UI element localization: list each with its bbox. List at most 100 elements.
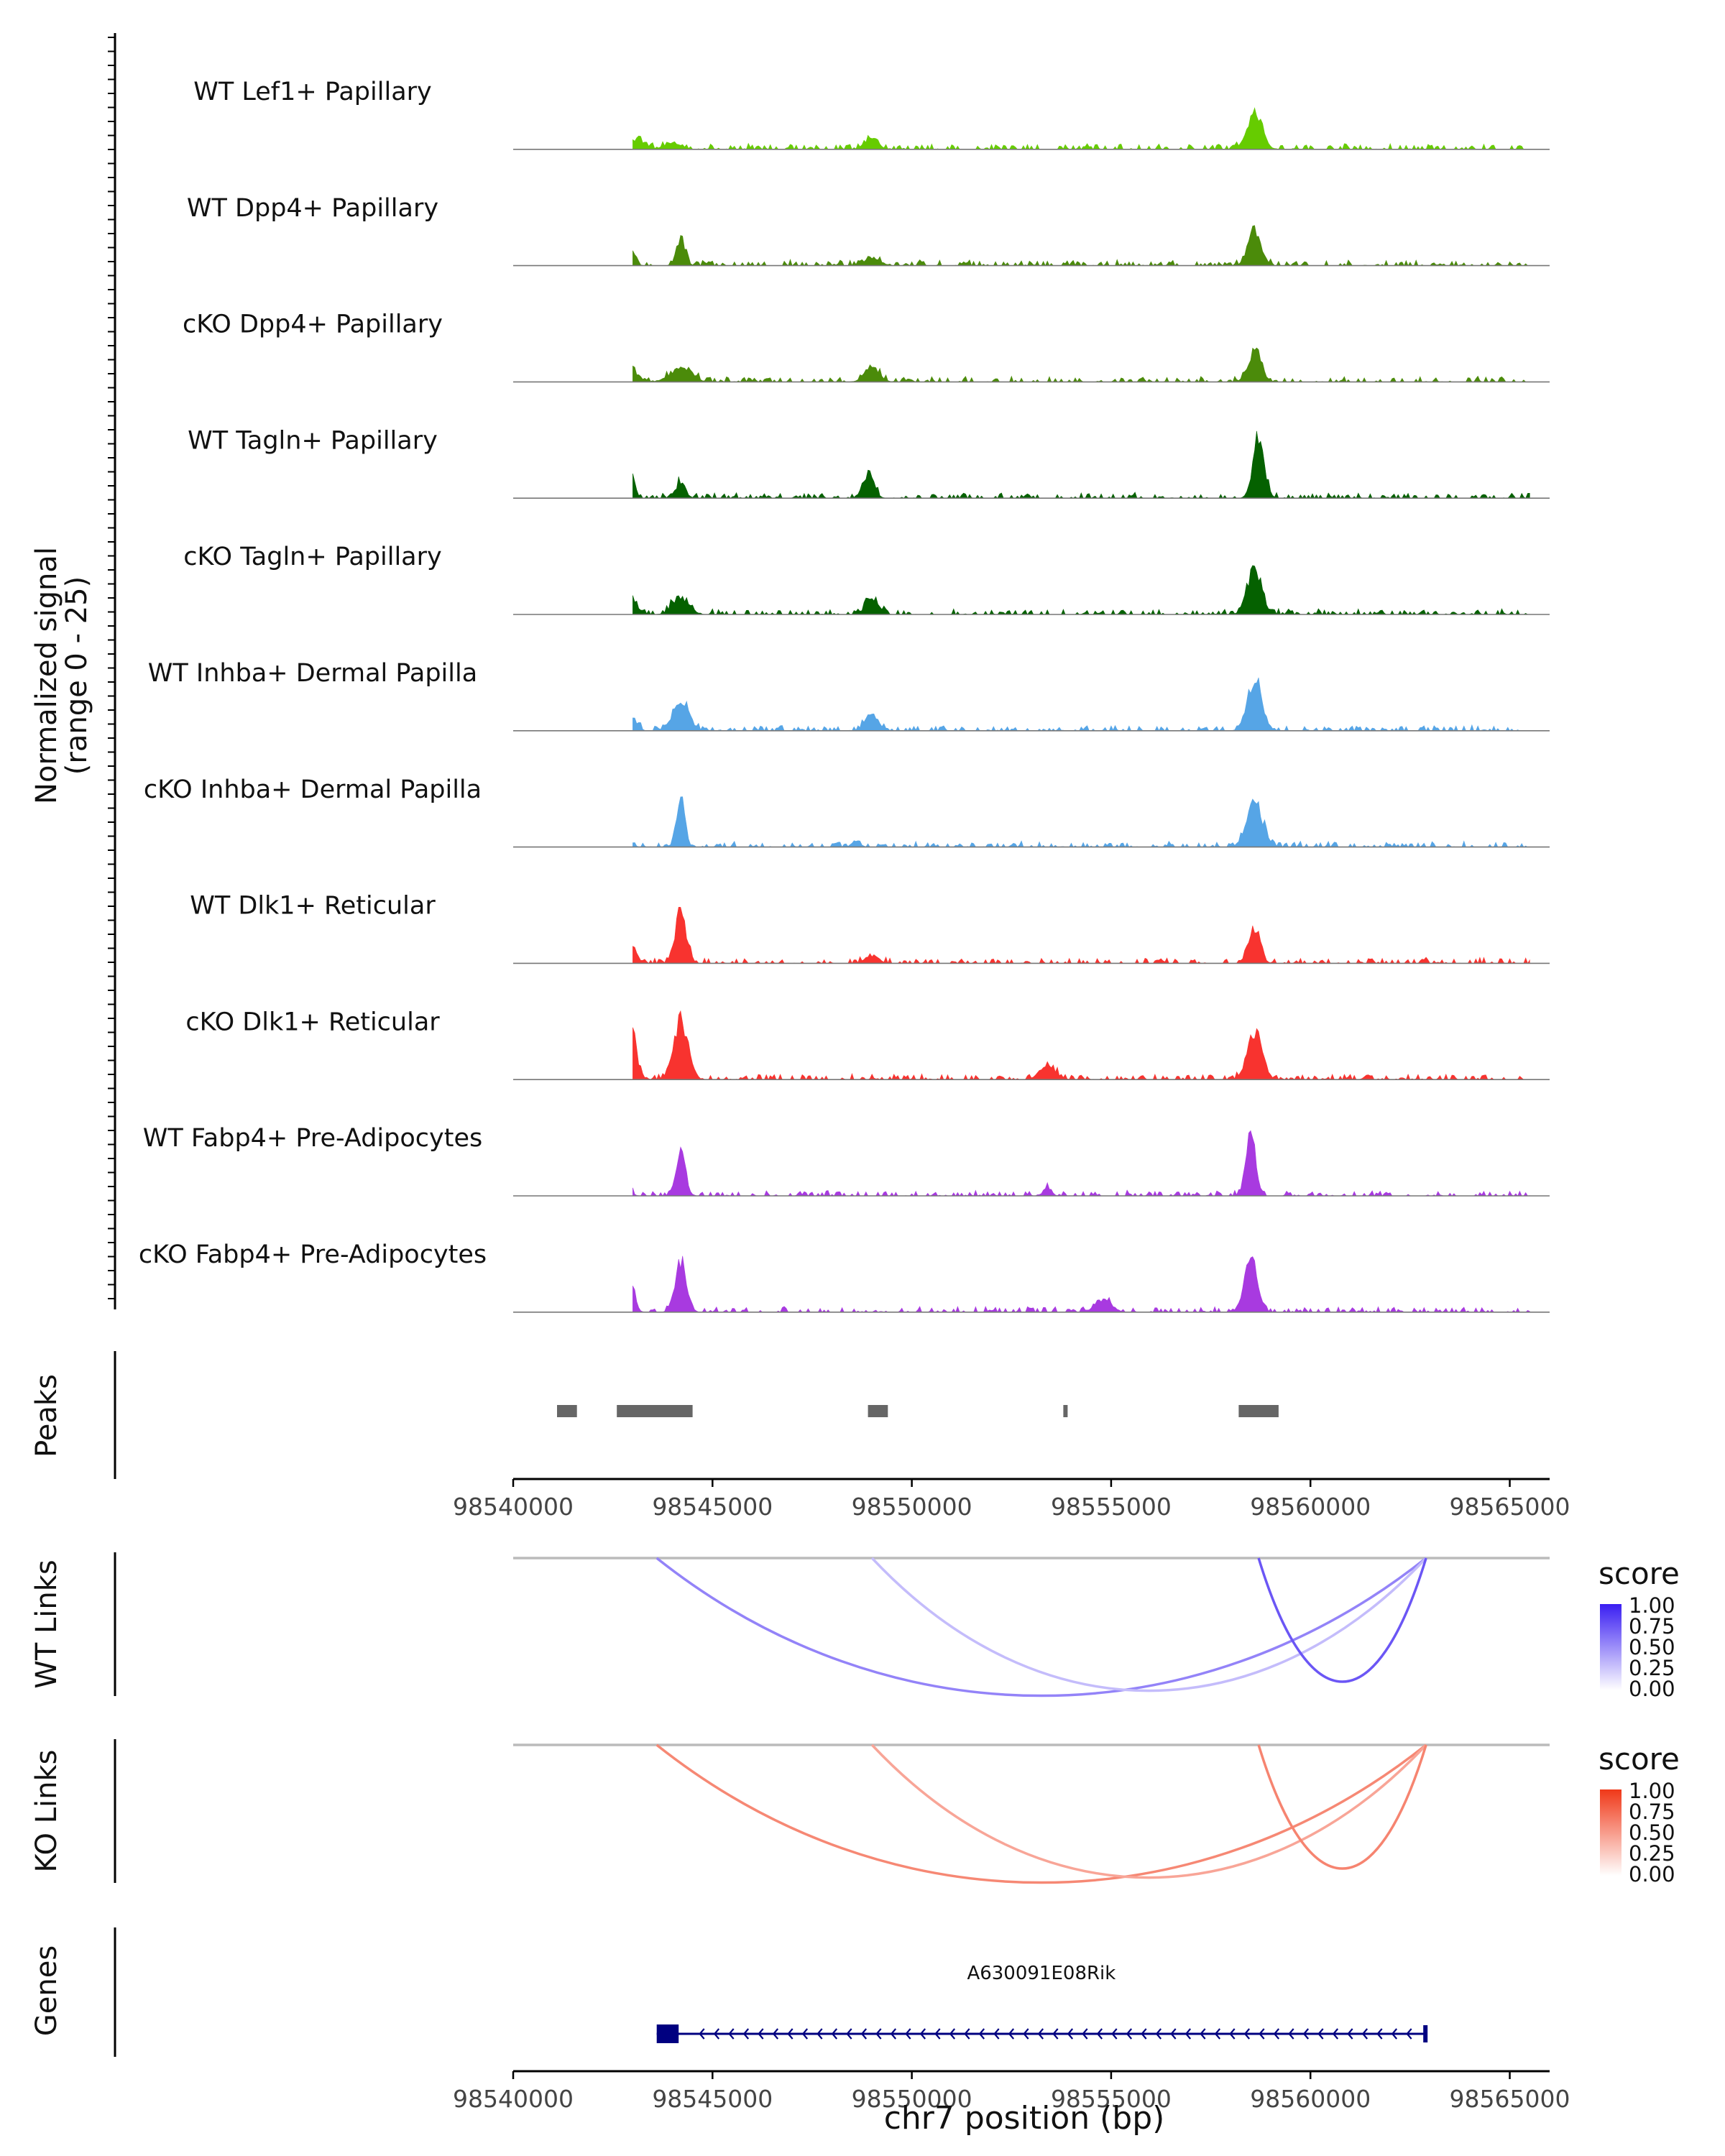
x-axis-tick-label: 98565000 [1450,1493,1570,1521]
gene-strand-arrow [787,2028,794,2040]
coverage-ylabel-line2: (range 0 - 25) [60,576,93,775]
coverage-track: cKO Dlk1+ Reticular [185,1008,1550,1080]
ko-links-track-label: KO Links [30,1750,63,1873]
x-axis-tick-label: 98550000 [852,2085,972,2113]
x-axis-tick-label: 98540000 [453,2085,574,2113]
wt-links-track-label: WT Links [30,1560,63,1688]
gene-strand-arrow [1037,2028,1044,2040]
coverage-track: WT Fabp4+ Pre-Adipocytes [143,1124,1550,1197]
gene-strand-arrow [1332,2028,1339,2040]
coverage-y-axis [108,33,116,1309]
peaks-regions [557,1405,1279,1417]
coverage-track: cKO Fabp4+ Pre-Adipocytes [139,1240,1550,1313]
gene-strand-arrow [1243,2028,1251,2040]
gene-strand-arrow [993,2028,1000,2040]
gene-strand-arrow [1259,2028,1265,2040]
gene-strand-arrow [1229,2028,1236,2040]
links-track [513,1743,1550,1884]
wt-legend-colorbar [1600,1604,1622,1690]
link-arc [1257,1557,1427,1683]
ko-legend-tick: 0.75 [1629,1800,1675,1824]
coverage-track: WT Dpp4+ Papillary [187,194,1550,267]
coverage-track-label: WT Fabp4+ Pre-Adipocytes [143,1124,482,1153]
gene-strand-arrow [1023,2028,1029,2040]
coverage-ylabel-line1: Normalized signal [30,547,63,804]
gene-strand-arrow [699,2028,705,2040]
gene-strand-arrow [860,2028,868,2040]
gene-strand-arrow [1302,2028,1310,2040]
wt-legend-tick: 0.00 [1629,1677,1675,1701]
wt-legend-tick: 1.00 [1629,1593,1675,1618]
coverage-track: cKO Dpp4+ Papillary [183,310,1550,383]
coverage-signal-area [632,1256,1530,1313]
gene-strand-arrow [1361,2028,1368,2040]
coverage-track-label: WT Lef1+ Papillary [193,78,432,106]
gene-strand-arrow [890,2028,897,2040]
coverage-track: WT Inhba+ Dermal Papilla [148,659,1550,732]
link-arc [1257,1744,1427,1870]
gene-strand-arrow [772,2028,779,2040]
ko-legend-ticks: 1.00 0.75 0.50 0.25 0.00 [1629,1779,1675,1886]
gene-strand-arrow [801,2028,809,2040]
coverage-track: WT Tagln+ Papillary [188,426,1550,499]
coverage-track: cKO Tagln+ Papillary [183,543,1550,615]
gene-strand-arrow [1391,2028,1398,2040]
gene-strand-arrow [934,2028,941,2040]
coverage-track: WT Dlk1+ Reticular [190,892,1550,964]
coverage-track-label: cKO Inhba+ Dermal Papilla [144,775,482,804]
gene-strand-arrow [1376,2028,1383,2040]
ko-legend-tick: 0.50 [1629,1820,1675,1845]
coverage-track-label: WT Dpp4+ Papillary [187,194,438,223]
peak-region [1063,1405,1068,1417]
x-axis-tick-label: 98560000 [1250,1493,1371,1521]
x-axis-tick-label: 98545000 [652,1493,773,1521]
gene-strand-arrow [1082,2028,1088,2040]
gene-strand-arrow [728,2028,735,2040]
gene-strand-arrow [1052,2028,1059,2040]
coverage-track: cKO Inhba+ Dermal Papilla [144,775,1550,848]
gene-strand-arrow [1288,2028,1294,2040]
peaks-track-label: Peaks [30,1374,63,1457]
coverage-track-label: cKO Fabp4+ Pre-Adipocytes [139,1240,487,1269]
gene-exon [1423,2025,1428,2042]
link-arc [656,1557,1427,1697]
ko-legend-tick: 1.00 [1629,1779,1675,1803]
coverage-signal-area [632,1010,1530,1080]
x-axis-top: 98540000 98545000 98550000 98555000 98560000… [453,1478,1570,1521]
coverage-signal-area [632,796,1530,848]
gene-model [656,2024,1428,2043]
gene-strand-arrow [919,2028,926,2040]
gene-strand-arrow [1347,2028,1353,2040]
x-axis-bottom: 98540000 98545000 98550000 98555000 98560000… [453,2070,1570,2113]
gene-strand-arrow [1184,2028,1192,2040]
x-axis-tick-label: 98540000 [453,1493,574,1521]
ko-legend-title: score [1598,1741,1680,1777]
gene-strand-arrow [1200,2028,1206,2040]
gene-strand-arrow [846,2028,852,2040]
gene-strand-arrow [1111,2028,1118,2040]
ko-legend-tick: 0.25 [1629,1841,1675,1866]
coverage-track-label: WT Inhba+ Dermal Papilla [148,659,477,688]
wt-legend-ticks: 1.00 0.75 0.50 0.25 0.00 [1629,1593,1675,1701]
x-axis-tick-label: 98555000 [1051,1493,1172,1521]
coverage-signal-area [632,225,1530,267]
coverage-track-label: cKO Dlk1+ Reticular [185,1008,440,1036]
coverage-signal-area [632,1130,1530,1197]
gene-strand-arrow [816,2028,823,2040]
wt-legend-tick: 0.75 [1629,1614,1675,1639]
coverage-track: WT Lef1+ Papillary [193,78,1550,150]
link-arc [656,1743,1427,1884]
gene-strand-arrow [1141,2028,1147,2040]
wt-legend-tick: 0.25 [1629,1656,1675,1680]
coverage-signal-area [632,430,1530,499]
gene-strand-arrow [1273,2028,1280,2040]
wt-legend-tick: 0.50 [1629,1635,1675,1659]
gene-strand-arrow [831,2028,838,2040]
gene-strand-arrow [1096,2028,1103,2040]
gene-models [656,2024,1428,2043]
x-axis-tick-label: 98550000 [852,1493,972,1521]
coverage-signal-area [632,677,1530,732]
gene-strand-arrow [905,2028,911,2040]
coverage-track-label: cKO Tagln+ Papillary [183,543,442,571]
